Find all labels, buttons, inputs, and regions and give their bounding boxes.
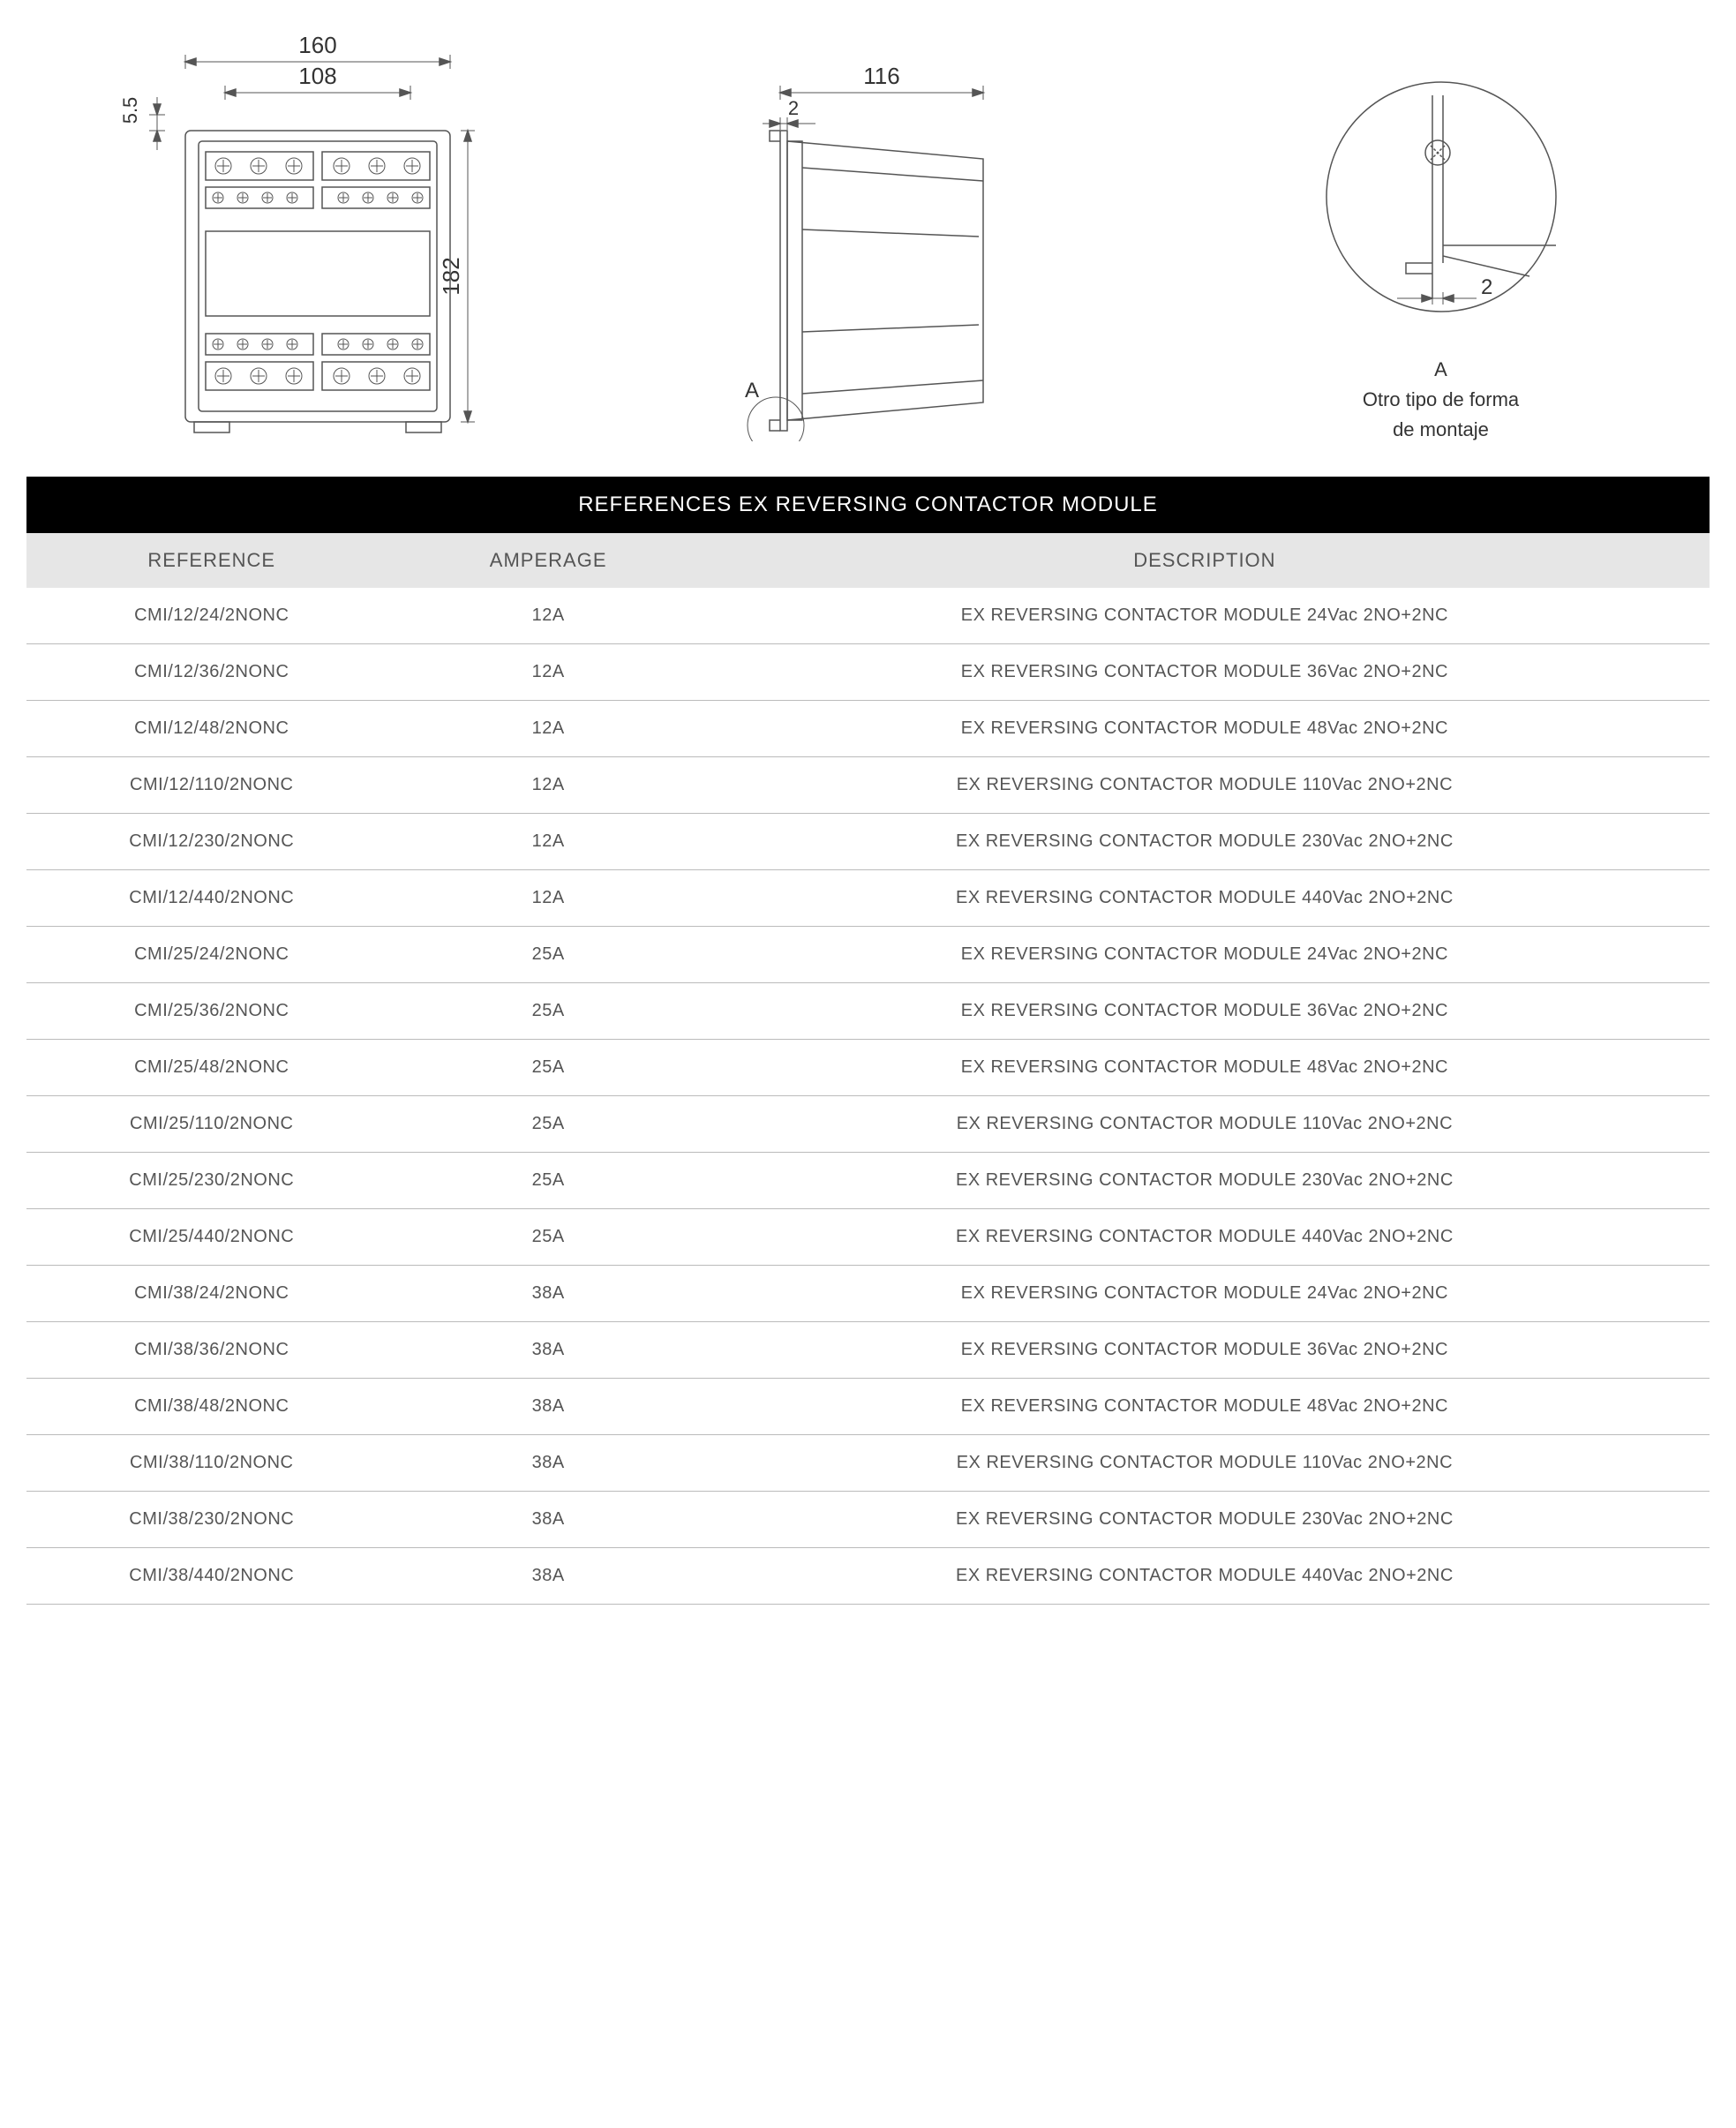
col-reference: REFERENCE xyxy=(26,533,397,588)
table-cell: CMI/25/48/2NONC xyxy=(26,1040,397,1096)
table-cell: CMI/25/110/2NONC xyxy=(26,1096,397,1153)
table-cell: CMI/25/230/2NONC xyxy=(26,1153,397,1209)
table-cell: EX REVERSING CONTACTOR MODULE 36Vac 2NO+… xyxy=(700,1322,1710,1379)
diagram-row: 160 108 5.5 1 xyxy=(26,26,1710,441)
dim-flange: 2 xyxy=(787,97,798,119)
table-cell: 25A xyxy=(397,1209,700,1266)
table-row: CMI/38/110/2NONC38AEX REVERSING CONTACTO… xyxy=(26,1435,1710,1492)
table-title: REFERENCES EX REVERSING CONTACTOR MODULE xyxy=(26,477,1710,533)
table-cell: EX REVERSING CONTACTOR MODULE 440Vac 2NO… xyxy=(700,1209,1710,1266)
table-cell: 25A xyxy=(397,1153,700,1209)
table-row: CMI/38/48/2NONC38AEX REVERSING CONTACTOR… xyxy=(26,1379,1710,1435)
table-cell: CMI/38/110/2NONC xyxy=(26,1435,397,1492)
table-row: CMI/38/440/2NONC38AEX REVERSING CONTACTO… xyxy=(26,1548,1710,1605)
table-cell: 38A xyxy=(397,1435,700,1492)
table-row: CMI/25/230/2NONC25AEX REVERSING CONTACTO… xyxy=(26,1153,1710,1209)
table-cell: EX REVERSING CONTACTOR MODULE 48Vac 2NO+… xyxy=(700,1379,1710,1435)
table-cell: CMI/12/230/2NONC xyxy=(26,814,397,870)
table-cell: 25A xyxy=(397,1040,700,1096)
table-cell: 12A xyxy=(397,701,700,757)
table-cell: CMI/25/36/2NONC xyxy=(26,983,397,1040)
table-cell: EX REVERSING CONTACTOR MODULE 36Vac 2NO+… xyxy=(700,644,1710,701)
table-cell: 38A xyxy=(397,1492,700,1548)
diagram-detail: 2 A Otro tipo de forma de montaje xyxy=(1172,69,1710,441)
table-cell: CMI/12/440/2NONC xyxy=(26,870,397,927)
table-cell: 25A xyxy=(397,927,700,983)
diagram-side: 116 2 A xyxy=(599,26,1137,441)
table-cell: 12A xyxy=(397,870,700,927)
table-cell: EX REVERSING CONTACTOR MODULE 230Vac 2NO… xyxy=(700,1492,1710,1548)
table-cell: CMI/12/24/2NONC xyxy=(26,588,397,644)
table-cell: CMI/38/440/2NONC xyxy=(26,1548,397,1605)
table-cell: EX REVERSING CONTACTOR MODULE 48Vac 2NO+… xyxy=(700,701,1710,757)
table-cell: 12A xyxy=(397,644,700,701)
table-cell: EX REVERSING CONTACTOR MODULE 24Vac 2NO+… xyxy=(700,927,1710,983)
table-cell: 25A xyxy=(397,983,700,1040)
col-amperage: AMPERAGE xyxy=(397,533,700,588)
table-row: CMI/25/48/2NONC25AEX REVERSING CONTACTOR… xyxy=(26,1040,1710,1096)
table-cell: 38A xyxy=(397,1322,700,1379)
table-cell: CMI/38/230/2NONC xyxy=(26,1492,397,1548)
table-cell: 38A xyxy=(397,1379,700,1435)
table-row: CMI/25/440/2NONC25AEX REVERSING CONTACTO… xyxy=(26,1209,1710,1266)
table-cell: CMI/38/24/2NONC xyxy=(26,1266,397,1322)
table-cell: EX REVERSING CONTACTOR MODULE 110Vac 2NO… xyxy=(700,1096,1710,1153)
callout-a: A xyxy=(745,379,759,402)
table-cell: EX REVERSING CONTACTOR MODULE 24Vac 2NO+… xyxy=(700,588,1710,644)
table-header-row: REFERENCE AMPERAGE DESCRIPTION xyxy=(26,533,1710,588)
table-cell: 38A xyxy=(397,1548,700,1605)
dim-inner-width: 108 xyxy=(298,63,336,89)
table-cell: EX REVERSING CONTACTOR MODULE 440Vac 2NO… xyxy=(700,1548,1710,1605)
dim-height: 182 xyxy=(438,257,464,295)
table-cell: CMI/38/36/2NONC xyxy=(26,1322,397,1379)
table-cell: CMI/12/110/2NONC xyxy=(26,757,397,814)
table-cell: 38A xyxy=(397,1266,700,1322)
table-row: CMI/38/24/2NONC38AEX REVERSING CONTACTOR… xyxy=(26,1266,1710,1322)
table-cell: EX REVERSING CONTACTOR MODULE 110Vac 2NO… xyxy=(700,757,1710,814)
table-row: CMI/12/110/2NONC12AEX REVERSING CONTACTO… xyxy=(26,757,1710,814)
reference-table: REFERENCES EX REVERSING CONTACTOR MODULE… xyxy=(26,477,1710,1605)
table-cell: CMI/38/48/2NONC xyxy=(26,1379,397,1435)
table-row: CMI/12/24/2NONC12AEX REVERSING CONTACTOR… xyxy=(26,588,1710,644)
detail-label: A xyxy=(1434,358,1447,381)
table-row: CMI/25/36/2NONC25AEX REVERSING CONTACTOR… xyxy=(26,983,1710,1040)
table-row: CMI/38/230/2NONC38AEX REVERSING CONTACTO… xyxy=(26,1492,1710,1548)
table-cell: 12A xyxy=(397,757,700,814)
table-row: CMI/38/36/2NONC38AEX REVERSING CONTACTOR… xyxy=(26,1322,1710,1379)
table-row: CMI/12/230/2NONC12AEX REVERSING CONTACTO… xyxy=(26,814,1710,870)
table-cell: CMI/12/48/2NONC xyxy=(26,701,397,757)
table-cell: CMI/12/36/2NONC xyxy=(26,644,397,701)
table-cell: EX REVERSING CONTACTOR MODULE 230Vac 2NO… xyxy=(700,814,1710,870)
table-cell: CMI/25/24/2NONC xyxy=(26,927,397,983)
table-cell: EX REVERSING CONTACTOR MODULE 440Vac 2NO… xyxy=(700,870,1710,927)
table-cell: EX REVERSING CONTACTOR MODULE 48Vac 2NO+… xyxy=(700,1040,1710,1096)
dim-offset: 5.5 xyxy=(119,97,141,124)
detail-caption-1: Otro tipo de forma xyxy=(1363,388,1519,411)
table-cell: EX REVERSING CONTACTOR MODULE 110Vac 2NO… xyxy=(700,1435,1710,1492)
table-row: CMI/12/440/2NONC12AEX REVERSING CONTACTO… xyxy=(26,870,1710,927)
table-cell: EX REVERSING CONTACTOR MODULE 36Vac 2NO+… xyxy=(700,983,1710,1040)
table-row: CMI/25/24/2NONC25AEX REVERSING CONTACTOR… xyxy=(26,927,1710,983)
table-cell: EX REVERSING CONTACTOR MODULE 230Vac 2NO… xyxy=(700,1153,1710,1209)
diagram-front: 160 108 5.5 1 xyxy=(26,26,564,441)
table-row: CMI/25/110/2NONC25AEX REVERSING CONTACTO… xyxy=(26,1096,1710,1153)
table-row: CMI/12/36/2NONC12AEX REVERSING CONTACTOR… xyxy=(26,644,1710,701)
table-cell: 12A xyxy=(397,814,700,870)
dim-depth: 116 xyxy=(863,63,899,89)
table-cell: 25A xyxy=(397,1096,700,1153)
col-description: DESCRIPTION xyxy=(700,533,1710,588)
table-cell: CMI/25/440/2NONC xyxy=(26,1209,397,1266)
detail-dim: 2 xyxy=(1481,275,1492,299)
table-cell: 12A xyxy=(397,588,700,644)
dim-outer-width: 160 xyxy=(298,32,336,58)
table-row: CMI/12/48/2NONC12AEX REVERSING CONTACTOR… xyxy=(26,701,1710,757)
table-cell: EX REVERSING CONTACTOR MODULE 24Vac 2NO+… xyxy=(700,1266,1710,1322)
detail-caption-2: de montaje xyxy=(1393,418,1489,441)
